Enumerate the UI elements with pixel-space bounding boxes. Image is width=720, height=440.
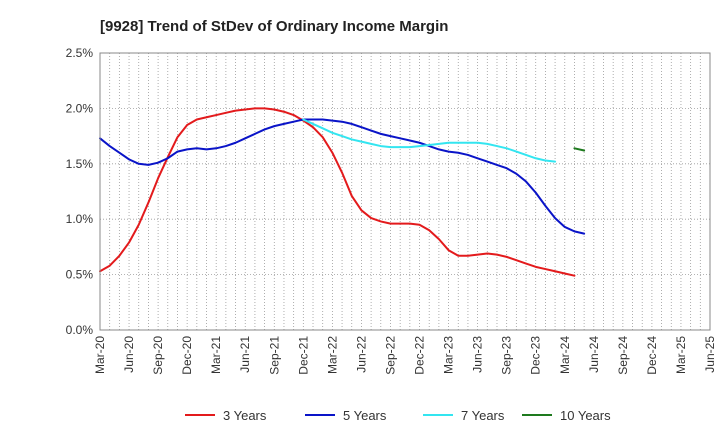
x-tick-label: Jun-23 bbox=[471, 336, 485, 373]
y-tick-label: 2.5% bbox=[66, 46, 94, 60]
y-tick-label: 1.5% bbox=[66, 157, 94, 171]
x-tick-label: Mar-23 bbox=[442, 336, 456, 374]
x-tick-label: Sep-20 bbox=[151, 336, 165, 375]
x-tick-label: Jun-22 bbox=[354, 336, 368, 373]
legend-label: 3 Years bbox=[223, 408, 267, 423]
x-tick-label: Mar-20 bbox=[93, 336, 107, 374]
y-axis: 0.0% 0.5% 1.0% 1.5% 2.0% 2.5% bbox=[66, 46, 94, 337]
y-tick-label: 2.0% bbox=[66, 101, 94, 115]
x-tick-label: Dec-24 bbox=[645, 336, 659, 375]
x-tick-label: Mar-21 bbox=[209, 336, 223, 374]
x-tick-label: Mar-22 bbox=[325, 336, 339, 374]
x-tick-label: Sep-22 bbox=[383, 336, 397, 375]
x-tick-label: Sep-24 bbox=[616, 336, 630, 375]
series-line-3-years bbox=[99, 107, 576, 277]
grid bbox=[100, 53, 710, 330]
series-line-5-years bbox=[99, 118, 586, 235]
legend-label: 5 Years bbox=[343, 408, 387, 423]
x-tick-label: Sep-23 bbox=[500, 336, 514, 375]
y-tick-label: 0.0% bbox=[66, 323, 94, 337]
series-line-7-years bbox=[302, 118, 557, 163]
x-tick-label: Dec-23 bbox=[529, 336, 543, 375]
series-line-10-years bbox=[573, 147, 586, 152]
x-tick-label: Mar-25 bbox=[674, 336, 688, 374]
x-tick-label: Jun-20 bbox=[122, 336, 136, 373]
x-tick-label: Dec-20 bbox=[180, 336, 194, 375]
x-tick-label: Jun-25 bbox=[703, 336, 717, 373]
y-tick-label: 0.5% bbox=[66, 268, 94, 282]
x-tick-label: Mar-24 bbox=[558, 336, 572, 374]
x-tick-label: Dec-21 bbox=[296, 336, 310, 375]
x-tick-label: Jun-21 bbox=[238, 336, 252, 373]
x-axis: Mar-20 Jun-20 Sep-20 Dec-20 Mar-21 Jun-21 Sep-… bbox=[93, 336, 717, 375]
x-tick-label: Sep-21 bbox=[267, 336, 281, 375]
plot-area bbox=[99, 52, 711, 331]
series-lines bbox=[99, 107, 586, 277]
y-tick-label: 1.0% bbox=[66, 212, 94, 226]
chart-title: [9928] Trend of StDev of Ordinary Income… bbox=[100, 18, 448, 35]
legend-label: 10 Years bbox=[560, 408, 611, 423]
x-tick-label: Jun-24 bbox=[587, 336, 601, 373]
x-tick-label: Dec-22 bbox=[413, 336, 427, 375]
legend-label: 7 Years bbox=[461, 408, 505, 423]
legend: 3 Years 5 Years 7 Years 10 Years bbox=[185, 408, 611, 423]
